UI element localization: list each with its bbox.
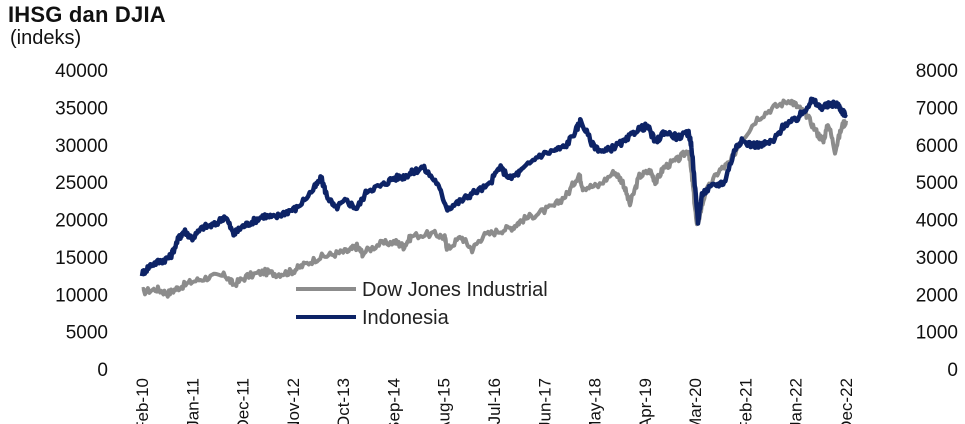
right-tick-label: 5000 bbox=[916, 173, 958, 194]
legend-label: Dow Jones Industrial bbox=[362, 279, 548, 301]
right-axis: 8000 7000 6000 5000 4000 3000 2000 1000 0 bbox=[916, 61, 958, 381]
left-tick-label: 0 bbox=[97, 360, 108, 381]
left-tick-label: 30000 bbox=[55, 136, 108, 157]
x-tick-label: Oct-13 bbox=[334, 378, 353, 424]
x-tick-label: Nov-12 bbox=[284, 378, 303, 424]
x-tick-label: Feb-21 bbox=[736, 378, 755, 424]
left-tick-label: 15000 bbox=[55, 248, 108, 269]
x-tick-label: Sep-14 bbox=[384, 378, 403, 424]
left-tick-label: 40000 bbox=[55, 61, 108, 82]
series-layer bbox=[139, 96, 848, 299]
series-line-indonesia bbox=[139, 96, 848, 277]
chart-subtitle: (indeks) bbox=[10, 27, 82, 49]
x-tick-label: Mar-20 bbox=[686, 378, 705, 424]
legend-label: Indonesia bbox=[362, 307, 450, 329]
left-tick-label: 20000 bbox=[55, 211, 108, 232]
legend: Dow Jones Industrial Indonesia bbox=[296, 279, 548, 329]
left-tick-label: 35000 bbox=[55, 98, 108, 119]
x-tick-label: Apr-19 bbox=[636, 378, 655, 424]
left-tick-label: 25000 bbox=[55, 173, 108, 194]
right-tick-label: 0 bbox=[947, 360, 958, 381]
left-tick-label: 10000 bbox=[55, 285, 108, 306]
right-tick-label: 1000 bbox=[916, 323, 958, 344]
x-tick-label: Aug-15 bbox=[435, 378, 454, 424]
left-tick-label: 5000 bbox=[66, 323, 108, 344]
x-tick-label: Jan-11 bbox=[183, 378, 202, 424]
chart-title: IHSG dan DJIA bbox=[8, 2, 166, 27]
left-axis: 40000 35000 30000 25000 20000 15000 10000 5000 0 bbox=[55, 61, 108, 381]
right-tick-label: 4000 bbox=[916, 211, 958, 232]
x-tick-label: Dec-22 bbox=[837, 378, 856, 424]
x-tick-label: May-18 bbox=[586, 378, 605, 424]
x-tick-label: Feb-10 bbox=[133, 378, 152, 424]
x-axis: Feb-10 Jan-11 Dec-11 Nov-12 Oct-13 Sep-14 Aug-… bbox=[133, 378, 856, 424]
x-tick-label: Jun-17 bbox=[535, 378, 554, 424]
right-tick-label: 3000 bbox=[916, 248, 958, 269]
series-line-dow-jones-industrial bbox=[141, 98, 848, 299]
right-tick-label: 2000 bbox=[916, 285, 958, 306]
right-tick-label: 8000 bbox=[916, 61, 958, 82]
x-tick-label: Jul-16 bbox=[485, 378, 504, 424]
right-tick-label: 7000 bbox=[916, 98, 958, 119]
x-tick-label: Dec-11 bbox=[234, 378, 253, 424]
x-tick-label: Jan-22 bbox=[787, 378, 806, 424]
right-tick-label: 6000 bbox=[916, 136, 958, 157]
